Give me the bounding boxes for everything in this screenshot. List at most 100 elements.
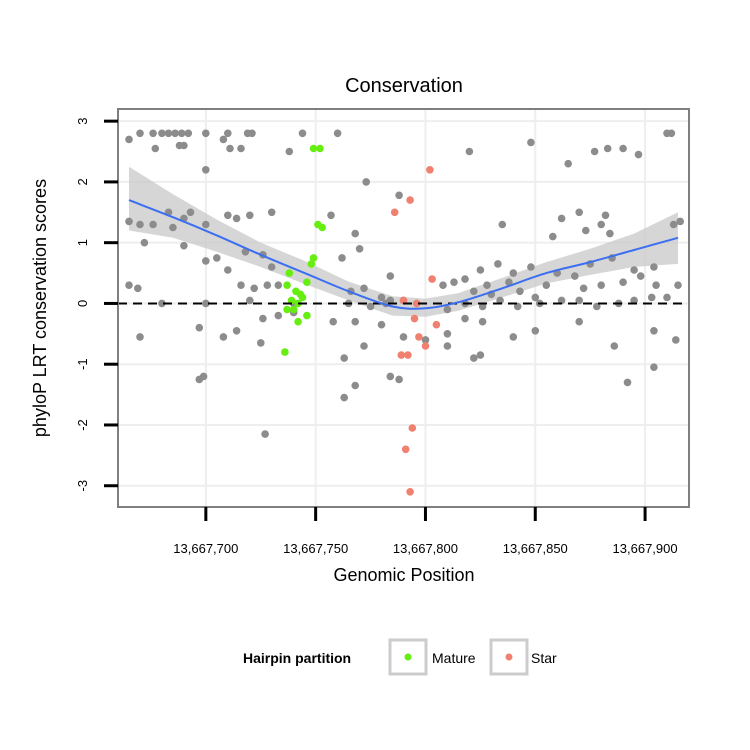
point-other-71 <box>571 272 579 280</box>
legend-label-star: Star <box>531 650 557 666</box>
point-other-1 <box>136 129 144 138</box>
point-other-114 <box>443 305 452 314</box>
point-other-0 <box>125 135 133 144</box>
point-other-31 <box>362 178 371 186</box>
point-other-6 <box>177 129 186 138</box>
point-other-132 <box>329 317 338 326</box>
point-other-56 <box>676 217 684 226</box>
point-other-48 <box>549 232 557 241</box>
point-other-35 <box>149 220 157 229</box>
point-other-16 <box>151 144 160 153</box>
point-other-92 <box>483 281 491 290</box>
point-other-148 <box>360 342 368 350</box>
point-other-85 <box>360 284 368 293</box>
point-other-101 <box>619 278 627 287</box>
point-other-136 <box>421 336 430 344</box>
point-other-78 <box>202 257 210 265</box>
point-other-152 <box>386 372 395 381</box>
point-other-26 <box>619 144 627 153</box>
point-other-133 <box>351 317 360 326</box>
point-other-67 <box>494 260 502 268</box>
point-other-128 <box>232 327 241 335</box>
point-mature-6 <box>285 269 294 277</box>
point-other-32 <box>395 191 403 200</box>
y-tick-label-1: -2 <box>75 419 90 431</box>
point-other-77 <box>134 284 142 293</box>
point-other-4 <box>164 129 173 138</box>
point-other-44 <box>267 208 276 217</box>
point-mature-5 <box>307 260 316 268</box>
point-star-5 <box>412 299 421 308</box>
point-other-121 <box>593 302 601 311</box>
point-other-46 <box>351 229 360 238</box>
point-other-81 <box>250 284 258 293</box>
point-other-106 <box>158 299 166 308</box>
point-other-90 <box>461 275 469 283</box>
point-other-12 <box>298 129 307 138</box>
smooth-line-layer <box>128 199 679 310</box>
point-star-4 <box>399 296 408 305</box>
point-other-102 <box>636 272 645 280</box>
point-other-124 <box>647 293 656 302</box>
point-other-62 <box>267 263 276 271</box>
point-other-100 <box>597 281 605 290</box>
point-other-147 <box>340 354 349 362</box>
point-other-37 <box>169 223 177 232</box>
point-other-107 <box>202 299 210 308</box>
point-other-9 <box>224 129 232 138</box>
point-other-51 <box>582 226 590 235</box>
point-other-2 <box>149 129 157 138</box>
point-other-120 <box>575 296 583 305</box>
point-other-64 <box>355 245 364 253</box>
point-other-50 <box>575 208 583 217</box>
point-other-58 <box>180 241 188 250</box>
plot-frame <box>117 108 690 508</box>
point-other-69 <box>527 263 535 271</box>
point-mature-8 <box>283 281 291 290</box>
point-other-21 <box>237 144 245 153</box>
point-star-6 <box>410 314 419 323</box>
point-star-12 <box>408 424 417 432</box>
point-other-30 <box>285 147 294 156</box>
point-other-86 <box>377 293 386 302</box>
y-tick-label-5: 2 <box>75 178 90 185</box>
point-other-126 <box>195 323 204 332</box>
point-other-159 <box>650 363 658 372</box>
point-other-11 <box>248 129 256 138</box>
point-other-75 <box>650 263 658 271</box>
point-star-7 <box>432 320 441 329</box>
point-other-103 <box>652 281 660 290</box>
x-axis-label: Genomic Position <box>333 565 474 585</box>
x-axis: 13,667,700 13,667,750 13,667,800 13,667,850… <box>173 507 678 556</box>
point-other-22 <box>527 138 535 147</box>
point-other-45 <box>327 211 335 220</box>
x-tick-label-4: 13,667,900 <box>613 541 678 556</box>
point-other-24 <box>590 147 599 156</box>
point-other-143 <box>610 342 619 350</box>
x-tick-label-2: 13,667,800 <box>393 541 458 556</box>
point-mature-14 <box>283 305 291 314</box>
point-other-55 <box>669 220 678 229</box>
point-other-111 <box>366 302 375 311</box>
point-other-18 <box>180 141 188 150</box>
point-other-43 <box>246 211 254 220</box>
point-other-91 <box>470 287 478 296</box>
point-other-151 <box>476 351 485 359</box>
point-other-123 <box>630 296 638 305</box>
point-star-9 <box>421 342 430 350</box>
point-other-68 <box>509 269 518 277</box>
point-other-139 <box>478 317 487 326</box>
legend-entry-star: Star <box>489 638 557 676</box>
point-other-82 <box>263 281 272 290</box>
point-other-146 <box>257 339 265 347</box>
point-other-59 <box>213 254 221 262</box>
point-other-116 <box>478 302 487 311</box>
point-other-141 <box>531 327 540 335</box>
point-other-49 <box>557 214 566 223</box>
point-other-39 <box>186 208 195 217</box>
point-other-130 <box>274 311 283 320</box>
legend-dot-mature <box>404 653 412 661</box>
point-star-2 <box>390 208 399 217</box>
point-other-34 <box>136 220 144 229</box>
point-mature-3 <box>314 220 322 229</box>
